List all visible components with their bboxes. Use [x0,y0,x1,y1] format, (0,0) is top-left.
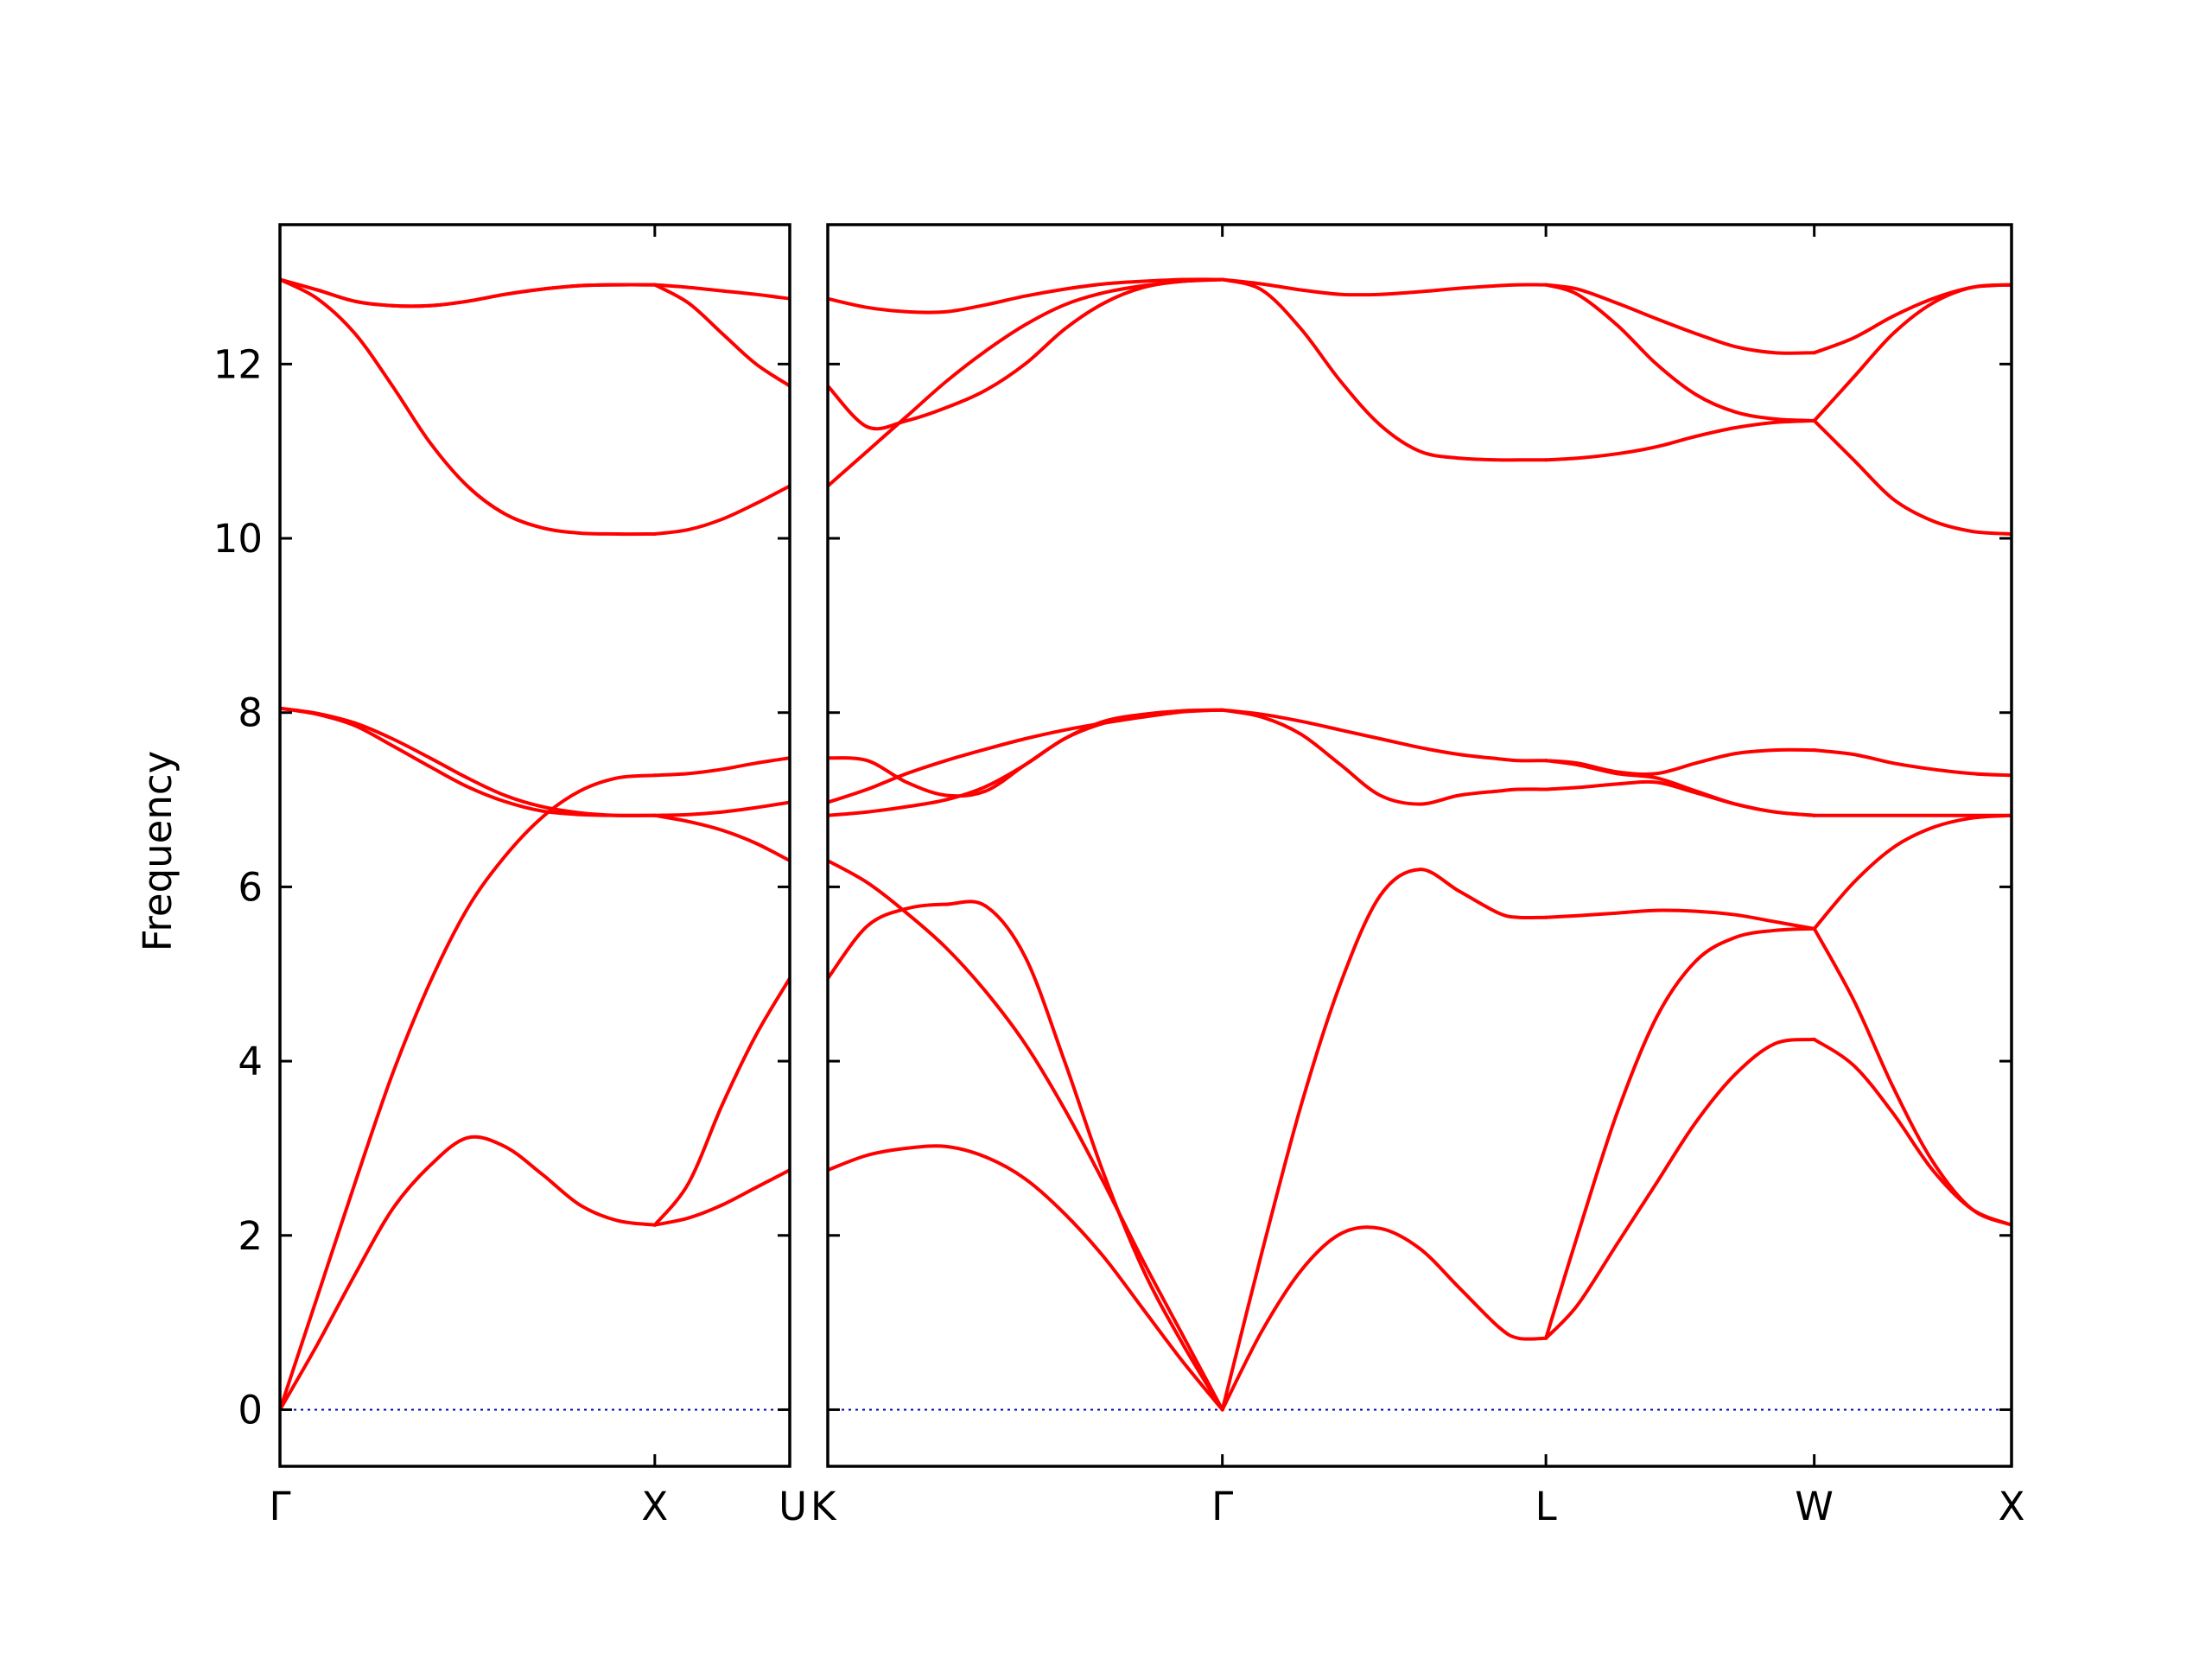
band-line-1-1-3 [280,706,657,817]
band-line-2-1-8 [828,277,1224,431]
band-line-2-3-5 [1544,759,1816,817]
band-line-2-2-2 [1220,868,1548,1412]
band-line-2-1-1 [828,1144,1224,1412]
band-line-1-1-1 [280,1135,657,1412]
panels-layer: 0 2 4 6 8 10 12 Γ X U K Γ L W X [213,223,2025,1529]
x-tick-label: K [810,1484,837,1529]
band-line-2-3-8 [1544,283,1816,423]
band-line-2-1-9 [828,277,1224,315]
y-tick-label: 10 [213,516,263,562]
band-line-1-2-4 [652,800,790,817]
band-line-2-2-5 [1220,277,1548,462]
panel-frame [826,223,2013,1468]
x-tick-label: X [1999,1484,2025,1529]
band-line-2-4-3 [1812,813,2012,931]
y-tick-label: 0 [238,1387,263,1433]
band-line-2-2-3 [1220,708,1548,806]
band-line-2-3-2 [1544,926,1816,1340]
band-line-2-3-3 [1544,908,1816,931]
y-tick-label: 2 [238,1213,263,1259]
bands-group [280,277,790,1412]
x-tick-label: L [1535,1484,1557,1529]
band-line-2-2-6 [1220,277,1548,297]
y-tick-label: 8 [238,690,263,736]
band-line-1-2-1 [652,1168,790,1227]
band-line-2-3-7 [1544,418,1816,462]
band-line-2-2-4 [1220,708,1548,763]
band-line-2-2-1 [1220,1225,1548,1412]
band-line-2-4-1 [1812,1037,2012,1227]
panel-1: 0 2 4 6 8 10 12 Γ X U [213,223,807,1529]
band-line-1-2-5 [652,756,790,778]
y-tick-label: 12 [213,341,263,387]
band-line-2-4-2 [1812,926,2012,1227]
band-line-2-4-6 [1812,418,2012,536]
band-line-1-2-7 [652,283,790,388]
band-line-1-2-6 [652,484,790,536]
band-line-1-2-3 [652,813,790,863]
x-tick-label: W [1795,1484,1834,1529]
band-line-2-1-4 [828,708,1224,804]
band-line-2-1-6 [828,708,1224,817]
bands-group [828,277,2012,1412]
band-line-1-2-2 [652,976,790,1227]
band-line-2-3-9 [1544,283,1816,355]
y-tick-label: 6 [238,864,263,910]
x-tick-label: X [641,1484,668,1529]
panel-frame [278,223,791,1468]
band-line-1-1-2 [280,773,657,1412]
band-line-2-4-8 [1812,283,2012,355]
y-tick-label: 4 [238,1039,263,1084]
band-line-1-1-5 [280,277,657,537]
band-line-2-1-2 [828,859,1224,1412]
band-line-2-3-1 [1544,1037,1816,1340]
band-line-2-3-6 [1544,747,1816,776]
x-tick-label: Γ [1211,1484,1233,1529]
band-line-1-1-7 [280,277,657,308]
band-line-1-1-4 [280,706,657,817]
x-tick-label: Γ [269,1484,290,1529]
band-line-1-2-8 [652,283,790,301]
band-line-2-1-3 [828,899,1224,1412]
x-tick-label: U [779,1484,807,1529]
band-line-2-4-5 [1812,748,2012,778]
y-axis-label: Frequency [135,751,181,951]
